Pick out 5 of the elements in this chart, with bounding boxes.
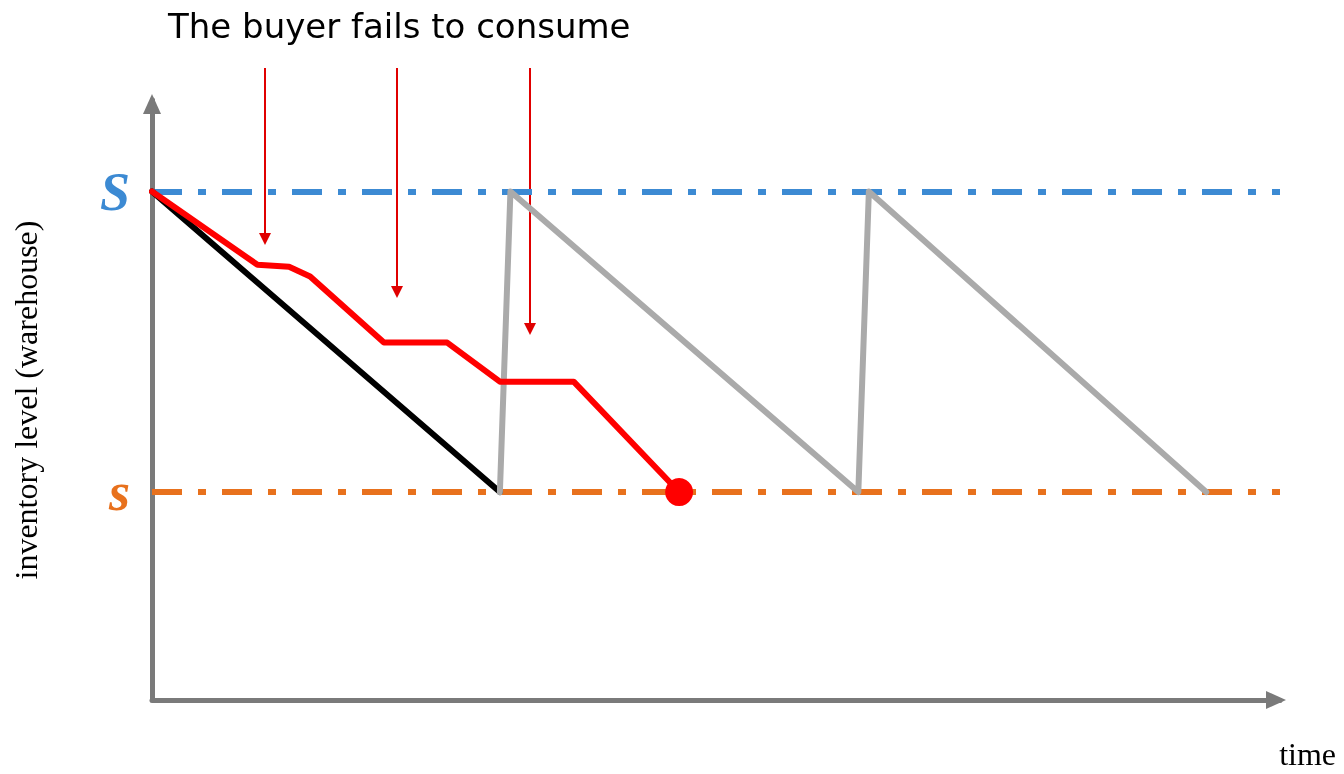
y-axis-title: inventory level (warehouse)	[8, 220, 44, 580]
ref-line-label: s	[107, 461, 130, 522]
x-axis-title: time	[1279, 736, 1336, 772]
ref-line-label: S	[99, 161, 130, 222]
chart-title: The buyer fails to consume	[167, 6, 631, 46]
